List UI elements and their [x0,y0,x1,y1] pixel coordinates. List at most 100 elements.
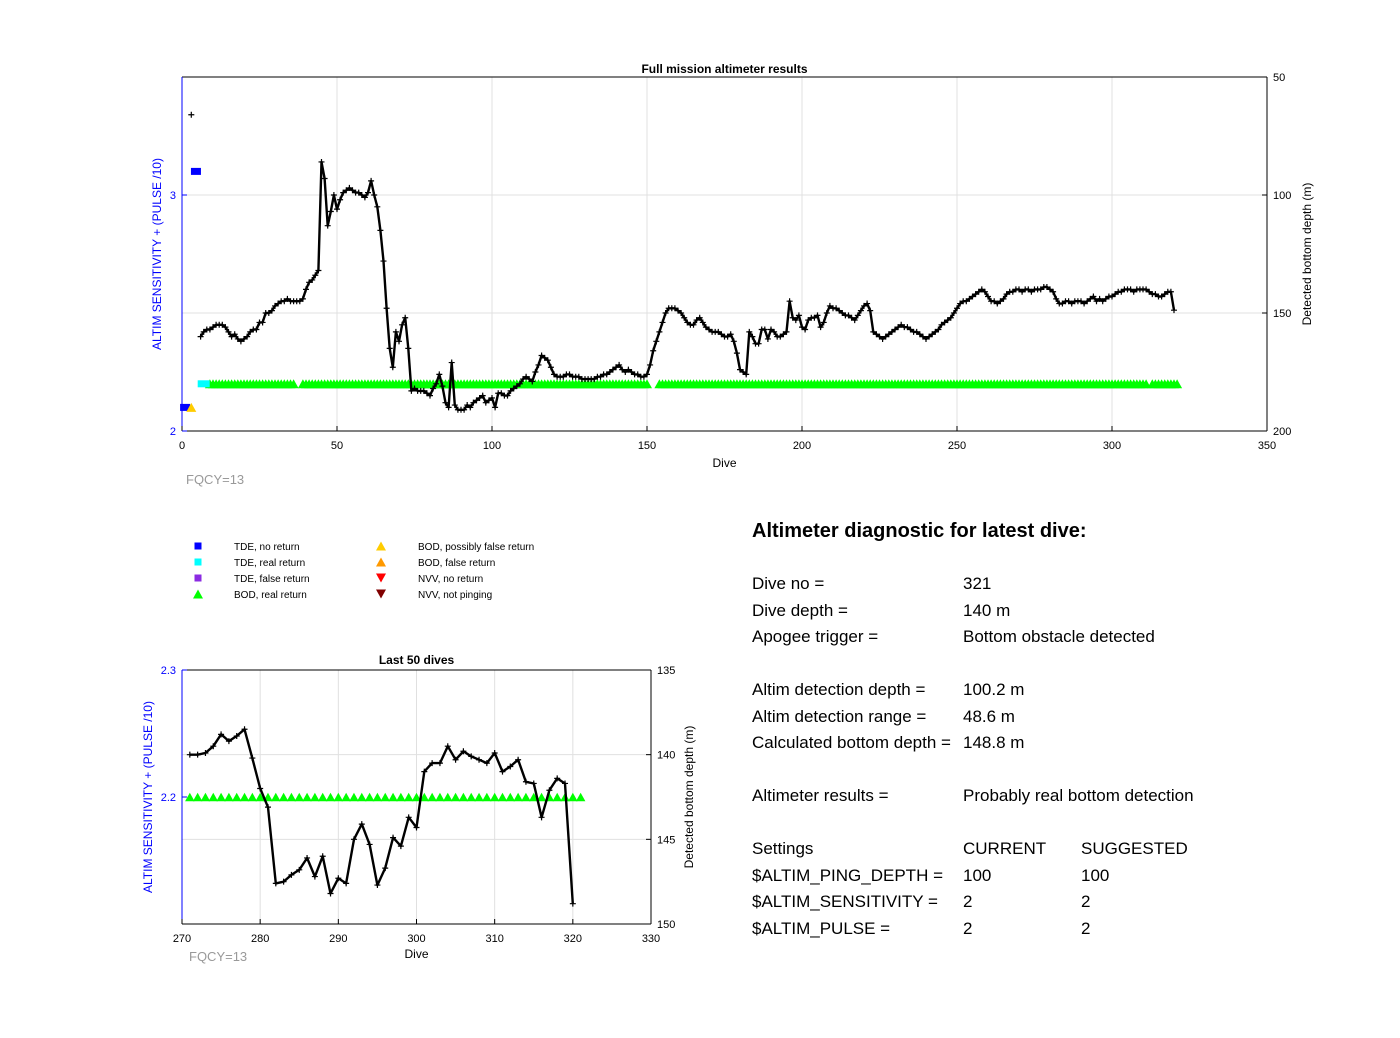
bod-real-return-marker [497,792,508,802]
bottom-depth-point [186,751,193,758]
bottom-depth-point [981,288,988,295]
bottom-depth-point [194,751,201,758]
bottom-depth-point [603,371,610,378]
bottom-depth-point [764,335,771,342]
bod-real-return-marker [529,792,539,802]
bottom-depth-point [1112,291,1119,298]
chart-title: Last 50 dives [379,653,455,667]
bottom-depth-point [268,307,275,314]
results-label: Altimeter results = [752,786,889,806]
bottom-depth-point [233,733,240,740]
bottom-depth-point [200,328,207,335]
legend-label: BOD, real return [234,590,307,601]
bottom-depth-point [350,836,357,843]
bottom-depth-point [575,373,582,380]
bottom-depth-point [693,317,700,324]
y-left-tick-label: 2.2 [161,792,176,804]
bottom-depth-point [634,371,641,378]
bod-real-return-marker [443,792,453,802]
bottom-depth-point [436,760,443,767]
dive-depth-label: Dive depth = [752,600,848,620]
bottom-depth-point [854,312,861,319]
bottom-depth-point [1130,288,1137,295]
x-tick-label: 270 [173,933,191,945]
bottom-depth-point [944,317,951,324]
bottom-depth-point [1016,286,1022,293]
bod-real-return-marker [427,792,437,802]
bottom-depth-point [554,775,561,782]
y-right-axis-label: Detected bottom depth (m) [682,726,696,869]
bod-real-return-marker [396,792,406,802]
bottom-depth-point [538,814,545,821]
bottom-depth-point [343,880,350,887]
bottom-depth-point [402,314,409,321]
bottom-depth-point [452,756,459,763]
bottom-depth-point [1152,291,1159,298]
bottom-depth-point [461,406,468,413]
bottom-depth-point [392,328,399,335]
bod-real-return-marker [357,792,367,802]
sensitivity-label: $ALTIM_SENSITIVITY = [752,892,938,912]
y-left-axis-label: ALTIM SENSITIVITY + (PULSE /10) [141,701,155,893]
bottom-depth-point [718,331,725,338]
bottom-depth-point [485,397,492,404]
bottom-depth-point [405,814,412,821]
bottom-depth-point [733,350,740,357]
bottom-depth-point [780,331,787,338]
bottom-depth-point [954,305,960,312]
bod-real-return-marker [403,792,414,802]
bottom-depth-point [873,331,880,338]
pulse-suggested: 2 [1081,918,1091,938]
y-right-tick-label: 50 [1273,72,1285,84]
bottom-depth-point [510,385,517,392]
bottom-depth-point [851,317,858,324]
bottom-depth-point [265,310,272,316]
bottom-depth-point [430,385,437,392]
bottom-depth-point [845,312,852,319]
bottom-depth-point [405,345,412,352]
bottom-depth-point [399,321,406,328]
tde-no-return-marker [190,167,201,175]
bottom-depth-point [1143,286,1150,293]
bottom-depth-point [476,394,483,401]
bottom-depth-point [656,328,663,335]
bottom-depth-point [1099,298,1106,305]
bottom-depth-point [380,258,387,265]
bottom-depth-point [904,324,911,331]
bottom-depth-point [366,841,373,848]
bottom-depth-line [189,728,574,904]
y-right-tick-label: 135 [657,665,675,677]
bottom-depth-point [1050,288,1057,295]
diagnostic-panel: Altimeter diagnostic for latest dive: Di… [752,520,1372,942]
dive-no-value: 321 [963,574,992,594]
bottom-depth-point [1109,293,1115,300]
bottom-depth-point [296,298,303,305]
bottom-depth-point [219,321,226,328]
sensitivity-suggested: 2 [1081,892,1091,912]
bottom-depth-point [272,880,279,887]
bottom-depth-point [885,331,892,338]
bod-real-return-marker [521,792,531,802]
bottom-depth-point [861,302,867,309]
bottom-depth-point [820,319,827,326]
bottom-depth-point [826,302,833,309]
bottom-depth-point [340,189,347,196]
bottom-depth-point [1068,300,1075,307]
bottom-depth-point [566,371,573,378]
bottom-depth-point [206,326,213,333]
legend: TDE, no return TDE, real return TDE, false… [193,541,534,601]
x-tick-label: 50 [331,440,343,452]
calc-depth-label: Calculated bottom depth = [752,733,951,753]
bod-real-return-marker [294,792,304,802]
chart-title: Full mission altimeter results [641,62,807,76]
bottom-depth-point [619,366,626,373]
bottom-depth-point [814,312,821,319]
bottom-depth-point [551,371,557,378]
legend-label: TDE, no return [234,542,300,553]
altim-depth-value: 100.2 m [963,680,1025,700]
bottom-depth-point [690,321,697,328]
bottom-depth-point [280,878,287,885]
bottom-depth-point [231,331,238,338]
bottom-depth-point [966,295,973,302]
bod-real-return-marker [575,792,586,802]
